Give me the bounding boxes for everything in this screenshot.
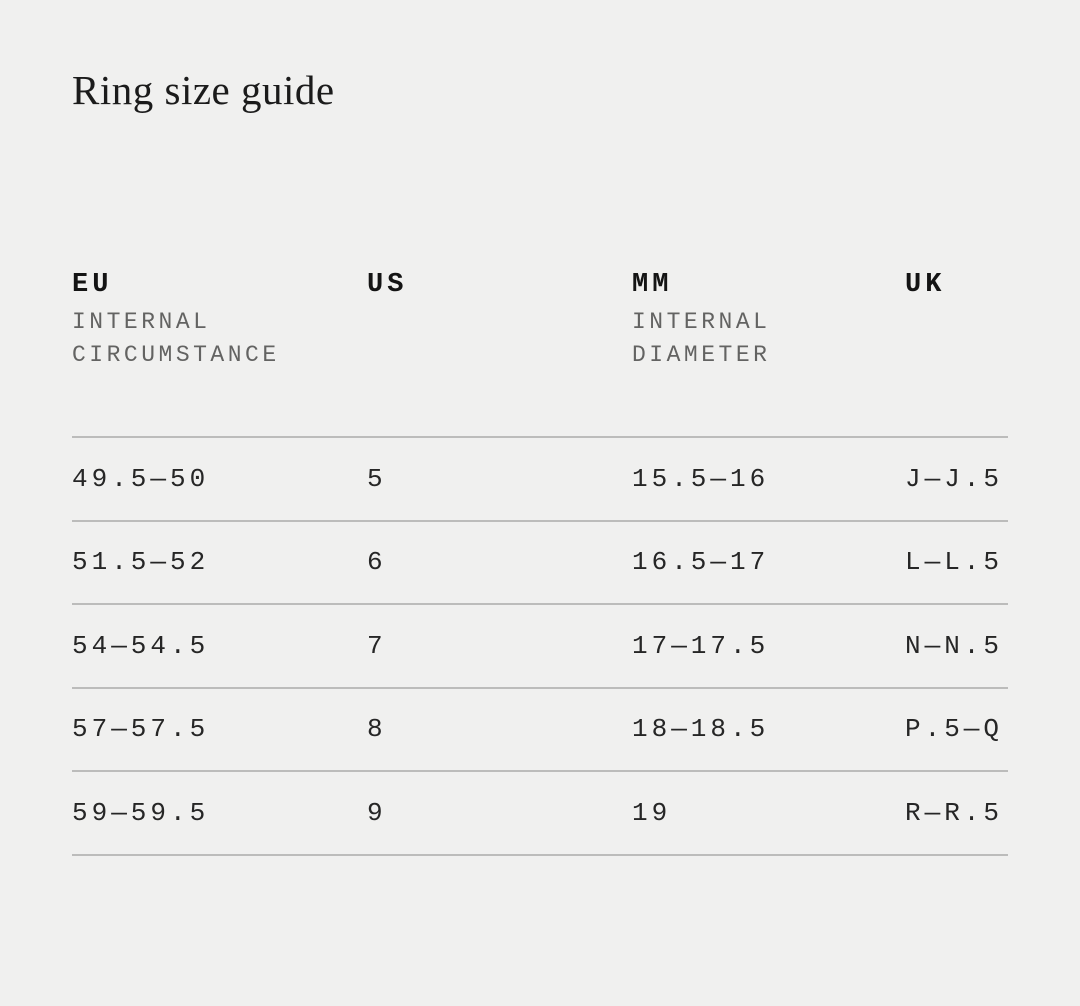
cell-uk: L—L.5 xyxy=(905,547,1004,578)
cell-eu: 49.5—50 xyxy=(72,463,210,494)
ring-size-table: EU INTERNAL CIRCUMSTANCE US MM INTERNAL … xyxy=(72,268,1008,856)
cell-mm: 18—18.5 xyxy=(632,714,770,745)
cell-uk: N—N.5 xyxy=(905,630,1004,661)
column-header-mm: MM INTERNAL DIAMETER xyxy=(632,268,905,372)
cell-us: 6 xyxy=(367,547,387,578)
table-header-row: EU INTERNAL CIRCUMSTANCE US MM INTERNAL … xyxy=(72,268,1008,372)
column-header-uk: UK xyxy=(905,268,1008,372)
column-header-us: US xyxy=(367,268,632,372)
column-label-mm: MM xyxy=(632,270,673,300)
page-title: Ring size guide xyxy=(72,67,335,113)
column-label-us: US xyxy=(367,270,408,300)
cell-us: 5 xyxy=(367,463,387,494)
column-label-uk: UK xyxy=(905,270,946,300)
column-label-eu: EU xyxy=(72,270,113,300)
cell-eu: 54—54.5 xyxy=(72,630,210,661)
cell-mm: 16.5—17 xyxy=(632,547,770,578)
table-row: 51.5—52 6 16.5—17 L—L.5 xyxy=(72,519,1008,604)
table-row: 59—59.5 9 19 R—R.5 xyxy=(72,770,1008,856)
cell-us: 7 xyxy=(367,630,387,661)
cell-uk: R—R.5 xyxy=(905,797,1004,828)
cell-uk: P.5—Q xyxy=(905,714,1004,745)
table-row: 57—57.5 8 18—18.5 P.5—Q xyxy=(72,686,1008,771)
cell-mm: 15.5—16 xyxy=(632,463,770,494)
column-header-eu: EU INTERNAL CIRCUMSTANCE xyxy=(72,268,367,372)
cell-eu: 51.5—52 xyxy=(72,547,210,578)
table-row: 49.5—50 5 15.5—16 J—J.5 xyxy=(72,436,1008,520)
column-sublabel-eu: INTERNAL CIRCUMSTANCE xyxy=(72,309,280,368)
table-row: 54—54.5 7 17—17.5 N—N.5 xyxy=(72,603,1008,687)
table-body: 49.5—50 5 15.5—16 J—J.5 51.5—52 6 16.5—1… xyxy=(72,436,1008,856)
cell-mm: 17—17.5 xyxy=(632,630,770,661)
cell-eu: 57—57.5 xyxy=(72,714,210,745)
cell-uk: J—J.5 xyxy=(905,463,1004,494)
ring-size-guide-page: Ring size guide EU INTERNAL CIRCUMSTANCE… xyxy=(0,64,1080,1006)
cell-eu: 59—59.5 xyxy=(72,797,210,828)
column-sublabel-mm: INTERNAL DIAMETER xyxy=(632,309,771,368)
cell-us: 8 xyxy=(367,714,387,745)
cell-us: 9 xyxy=(367,797,387,828)
cell-mm: 19 xyxy=(632,797,672,828)
